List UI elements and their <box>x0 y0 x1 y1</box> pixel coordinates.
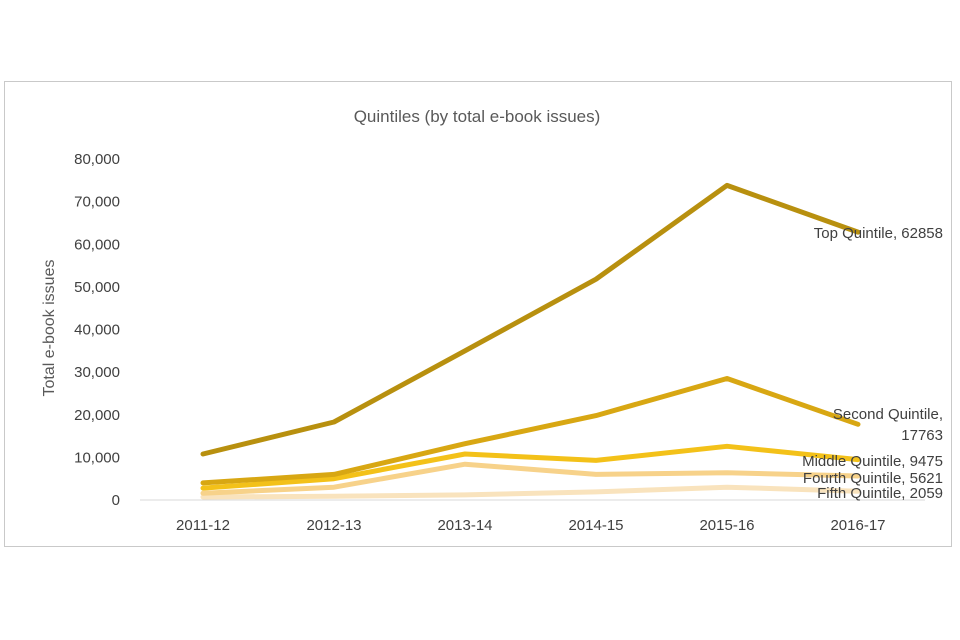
series-line-fourth-quintile <box>200 461 861 496</box>
data-label-top-quintile: Top Quintile, 62858 <box>814 225 943 242</box>
y-tick-label: 40,000 <box>74 322 120 339</box>
y-tick-label: 60,000 <box>74 236 120 253</box>
x-tick-label: 2011-12 <box>176 517 230 534</box>
y-tick-label: 20,000 <box>74 407 120 424</box>
x-tick-label: 2013-14 <box>437 517 492 534</box>
x-tick-label: 2015-16 <box>699 517 754 534</box>
y-tick-label: 0 <box>112 492 120 509</box>
y-tick-labels: 0 10,000 20,000 30,000 40,000 50,000 60,000 70,… <box>74 151 120 509</box>
data-label-second-quintile: 17763 <box>901 427 943 444</box>
series-lines <box>200 182 861 500</box>
y-axis-label: Total e-book issues <box>41 260 58 397</box>
y-tick-label: 10,000 <box>74 449 120 466</box>
x-tick-label: 2014-15 <box>568 517 623 534</box>
series-line-second-quintile <box>200 376 861 486</box>
chart-title: Quintiles (by total e-book issues) <box>354 107 601 126</box>
y-tick-label: 50,000 <box>74 279 120 296</box>
x-tick-label: 2016-17 <box>830 517 885 534</box>
chart-frame <box>4 81 952 547</box>
data-label-fifth-quintile: Fifth Quintile, 2059 <box>817 485 943 502</box>
data-label-fourth-quintile: Fourth Quintile, 5621 <box>803 470 943 487</box>
series-line-fifth-quintile <box>200 484 861 500</box>
y-tick-label: 80,000 <box>74 151 120 168</box>
y-tick-label: 30,000 <box>74 364 120 381</box>
x-tick-label: 2012-13 <box>306 517 361 534</box>
data-label-middle-quintile: Middle Quintile, 9475 <box>802 453 943 470</box>
x-tick-labels: 2011-12 2012-13 2013-14 2014-15 2015-16 2016-… <box>176 517 886 534</box>
data-label-second-quintile: Second Quintile, <box>833 406 943 423</box>
series-line-middle-quintile <box>200 443 861 491</box>
series-line-top-quintile <box>200 182 861 457</box>
y-tick-label: 70,000 <box>74 194 120 211</box>
series-labels: Top Quintile, 62858 Second Quintile, 17763… <box>802 225 943 502</box>
